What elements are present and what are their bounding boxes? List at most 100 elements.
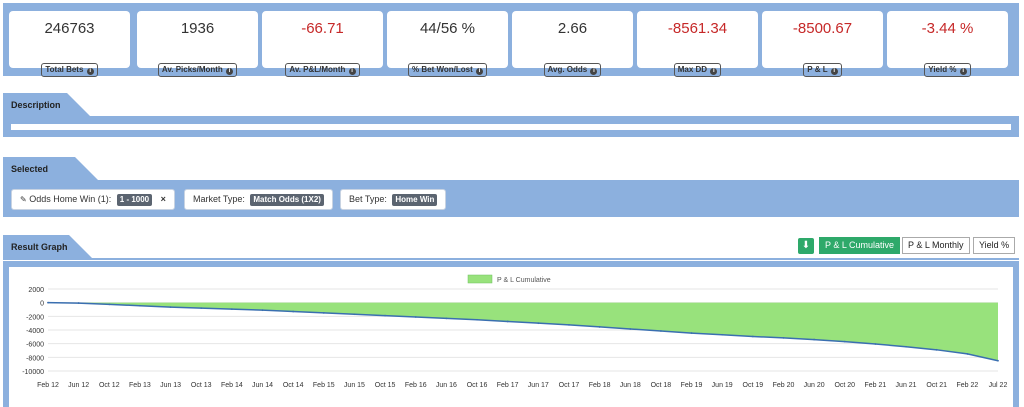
data-point bbox=[47, 301, 49, 304]
pencil-icon[interactable]: ✎ bbox=[20, 195, 27, 204]
stat-value: 246763 bbox=[44, 20, 95, 37]
stat-label[interactable]: % Bet Won/Lost i bbox=[408, 63, 487, 77]
filter-chip-value: 1 - 1000 bbox=[116, 194, 153, 206]
stat-label[interactable]: Av. P&L/Month i bbox=[285, 63, 360, 77]
data-point bbox=[445, 317, 448, 320]
info-icon[interactable]: i bbox=[226, 68, 234, 75]
info-icon[interactable]: i bbox=[590, 68, 598, 75]
filters-section-header: Selected Filters bbox=[3, 157, 1019, 198]
stat-card-total-bets: 246763 Total Bets i bbox=[9, 11, 130, 77]
stat-label-text: Av. P&L/Month bbox=[289, 65, 346, 74]
filters-tab: Selected Filters bbox=[3, 157, 99, 198]
toggle-yield[interactable]: Yield % bbox=[973, 237, 1016, 254]
x-tick-label: Feb 15 bbox=[313, 382, 335, 389]
stat-label[interactable]: Max DD i bbox=[673, 63, 722, 77]
stat-value: 2.66 bbox=[557, 20, 588, 37]
x-tick-label: Feb 19 bbox=[681, 382, 703, 389]
stat-card-av-pl-month: -66.71 Av. P&L/Month i bbox=[262, 11, 383, 77]
toggle-pl-cumulative[interactable]: P & L Cumulative bbox=[819, 237, 901, 254]
data-point bbox=[261, 309, 264, 312]
description-section-header: Description ✎ bbox=[3, 93, 1019, 134]
stat-label[interactable]: P & L i bbox=[803, 63, 842, 77]
x-tick-label: Oct 16 bbox=[467, 382, 488, 389]
description-text[interactable] bbox=[11, 124, 1011, 130]
stat-label-text: Avg. Odds bbox=[547, 65, 588, 74]
description-tab[interactable]: Description ✎ bbox=[3, 93, 91, 134]
x-tick-label: Feb 16 bbox=[405, 382, 427, 389]
data-point bbox=[414, 316, 417, 318]
remove-filter-icon[interactable]: × bbox=[160, 194, 166, 204]
x-tick-label: Feb 21 bbox=[865, 382, 887, 389]
stat-value: -8561.34 bbox=[667, 20, 728, 37]
data-point bbox=[292, 310, 295, 313]
data-point bbox=[200, 307, 203, 310]
x-tick-label: Jun 21 bbox=[896, 382, 917, 389]
info-icon[interactable]: i bbox=[475, 68, 483, 75]
x-tick-label: Oct 13 bbox=[191, 382, 212, 389]
stat-label-text: % Bet Won/Lost bbox=[412, 65, 473, 74]
data-point bbox=[843, 340, 846, 343]
data-point bbox=[169, 306, 172, 309]
stat-value: 44/56 % bbox=[419, 20, 476, 37]
stat-value: 1936 bbox=[180, 20, 215, 37]
data-point bbox=[721, 333, 724, 336]
filter-chip-label: Bet Type: bbox=[349, 194, 387, 204]
x-tick-label: Oct 18 bbox=[651, 382, 672, 389]
y-tick-label: 0 bbox=[40, 301, 44, 308]
stat-label[interactable]: Av. Picks/Month i bbox=[157, 63, 238, 77]
stat-card-bet-won-lost: 44/56 % % Bet Won/Lost i bbox=[387, 11, 508, 77]
filter-chip-odds-home-win[interactable]: ✎ Odds Home Win (1): 1 - 1000 × bbox=[11, 189, 175, 210]
info-icon[interactable]: i bbox=[86, 68, 94, 75]
filter-chip-market-type[interactable]: Market Type: Match Odds (1X2) bbox=[184, 189, 333, 210]
y-tick-label: -2000 bbox=[26, 314, 44, 321]
x-tick-label: Oct 19 bbox=[743, 382, 764, 389]
data-point bbox=[660, 330, 662, 332]
x-tick-label: Jun 18 bbox=[620, 382, 641, 389]
toggle-pl-monthly[interactable]: P & L Monthly bbox=[902, 237, 970, 254]
stat-label[interactable]: Yield % i bbox=[924, 63, 971, 77]
legend-label: P & L Cumulative bbox=[497, 277, 551, 284]
data-point bbox=[690, 332, 693, 334]
description-panel bbox=[3, 117, 1019, 137]
x-tick-label: Feb 14 bbox=[221, 382, 243, 389]
x-tick-label: Jun 12 bbox=[68, 382, 89, 389]
filter-chip-label: Odds Home Win (1): bbox=[29, 194, 112, 204]
x-tick-label: Oct 20 bbox=[834, 382, 855, 389]
stat-label-text: Total Bets bbox=[45, 65, 84, 74]
data-point bbox=[108, 303, 111, 306]
filter-chip-value: Home Win bbox=[392, 194, 438, 206]
x-tick-label: Feb 12 bbox=[37, 382, 59, 389]
x-tick-label: Jun 16 bbox=[436, 382, 457, 389]
description-title: Description bbox=[11, 100, 61, 110]
info-icon[interactable]: i bbox=[710, 68, 718, 75]
info-icon[interactable]: i bbox=[959, 68, 967, 75]
info-icon[interactable]: i bbox=[348, 68, 356, 75]
x-tick-label: Jun 15 bbox=[344, 382, 365, 389]
data-point bbox=[874, 343, 877, 345]
data-point bbox=[322, 312, 325, 314]
x-tick-label: Jul 22 bbox=[989, 382, 1008, 389]
data-point bbox=[966, 353, 969, 355]
x-tick-label: Oct 15 bbox=[375, 382, 396, 389]
data-point bbox=[353, 313, 356, 316]
filter-chip-label: Market Type: bbox=[193, 194, 245, 204]
stat-label-text: P & L bbox=[807, 65, 828, 74]
x-tick-label: Jun 19 bbox=[712, 382, 733, 389]
stat-value: -66.71 bbox=[301, 20, 344, 37]
data-point bbox=[782, 336, 785, 339]
result-graph-panel: 2000 0 -2000 -4000 -6000 -8000 -10000 Feb 12 Jun… bbox=[3, 261, 1019, 407]
data-point bbox=[905, 345, 907, 348]
stat-label-text: Yield % bbox=[928, 65, 957, 74]
download-button[interactable]: ⬇ bbox=[798, 238, 814, 254]
filter-chip-bet-type[interactable]: Bet Type: Home Win bbox=[340, 189, 447, 210]
data-point bbox=[77, 302, 80, 304]
result-graph-section-header: Result Graph bbox=[3, 235, 1019, 260]
y-tick-label: -8000 bbox=[26, 355, 44, 362]
data-point bbox=[568, 323, 570, 326]
info-icon[interactable]: i bbox=[830, 68, 838, 75]
stat-card-avg-odds: 2.66 Avg. Odds i bbox=[512, 11, 633, 77]
legend-swatch bbox=[467, 274, 493, 284]
stat-label[interactable]: Total Bets i bbox=[41, 63, 98, 77]
pl-cumulative-chart: 2000 0 -2000 -4000 -6000 -8000 -10000 Feb 12 Jun… bbox=[22, 274, 1008, 389]
stat-label[interactable]: Avg. Odds i bbox=[543, 63, 602, 77]
